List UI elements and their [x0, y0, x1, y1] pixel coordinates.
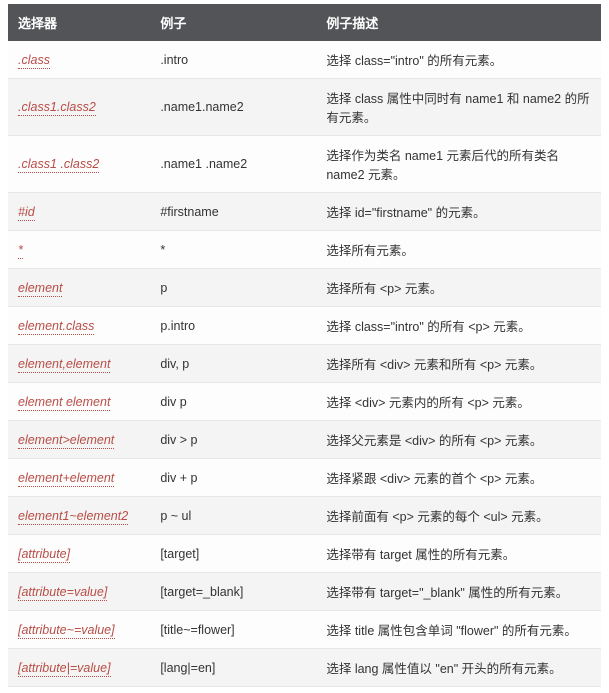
table-row: element.class p.intro选择 class="intro" 的所有… — [8, 307, 601, 345]
cell-example: .intro — [150, 41, 316, 79]
cell-description: 选择带有 target="_blank" 属性的所有元素。 — [316, 573, 601, 611]
selector-link[interactable]: [attribute~=value] — [18, 623, 115, 639]
cell-example: p — [150, 269, 316, 307]
selector-link[interactable]: element — [18, 281, 62, 297]
selector-link[interactable]: element.class — [18, 319, 94, 335]
table-row: [attribute~=value] [title~=flower]选择 titl… — [8, 611, 601, 649]
cell-selector: [attribute~=value] — [8, 611, 150, 649]
selector-link[interactable]: element>element — [18, 433, 114, 449]
cell-selector: [attribute] — [8, 535, 150, 573]
table-header: 选择器 例子 例子描述 — [8, 4, 601, 41]
cell-example: div > p — [150, 421, 316, 459]
cell-selector: element1~element2 — [8, 497, 150, 535]
cell-description: 选择 lang 属性值以 "en" 开头的所有元素。 — [316, 649, 601, 687]
cell-example: p ~ ul — [150, 497, 316, 535]
cell-description: 选择前面有 <p> 元素的每个 <ul> 元素。 — [316, 497, 601, 535]
cell-selector: [attribute=value] — [8, 573, 150, 611]
cell-selector: * — [8, 231, 150, 269]
cell-example: .name1 .name2 — [150, 136, 316, 193]
cell-description: 选择 class 属性中同时有 name1 和 name2 的所有元素。 — [316, 79, 601, 136]
selector-link[interactable]: [attribute|=value] — [18, 661, 111, 677]
selector-link[interactable]: [attribute=value] — [18, 585, 107, 601]
cell-description: 选择 <div> 元素内的所有 <p> 元素。 — [316, 383, 601, 421]
cell-example: [target] — [150, 535, 316, 573]
cell-example: [title~=flower] — [150, 611, 316, 649]
table-row: #id #firstname选择 id="firstname" 的元素。 — [8, 193, 601, 231]
table-row: .class .intro选择 class="intro" 的所有元素。 — [8, 41, 601, 79]
cell-description: 选择作为类名 name1 元素后代的所有类名 name2 元素。 — [316, 136, 601, 193]
css-selectors-table: 选择器 例子 例子描述 .class.intro选择 class="intro"… — [8, 4, 601, 687]
cell-description: 选择所有 <div> 元素和所有 <p> 元素。 — [316, 345, 601, 383]
table-row: element element div p选择 <div> 元素内的所有 <p> … — [8, 383, 601, 421]
cell-example: .name1.name2 — [150, 79, 316, 136]
cell-selector: element,element — [8, 345, 150, 383]
table-row: **选择所有元素。 — [8, 231, 601, 269]
selector-link[interactable]: element element — [18, 395, 110, 411]
selector-link[interactable]: [attribute] — [18, 547, 70, 563]
cell-description: 选择父元素是 <div> 的所有 <p> 元素。 — [316, 421, 601, 459]
selector-link[interactable]: .class — [18, 53, 50, 69]
cell-example: p.intro — [150, 307, 316, 345]
selector-link[interactable]: element,element — [18, 357, 110, 373]
cell-example: #firstname — [150, 193, 316, 231]
table-row: element+element div + p选择紧跟 <div> 元素的首个 <… — [8, 459, 601, 497]
selector-link[interactable]: .class1.class2 — [18, 100, 96, 116]
selector-link[interactable]: * — [18, 243, 23, 259]
cell-selector: .class — [8, 41, 150, 79]
selector-link[interactable]: element1~element2 — [18, 509, 128, 525]
cell-selector: element>element — [8, 421, 150, 459]
table-row: .class1 .class2 .name1 .name2选择作为类名 name1… — [8, 136, 601, 193]
cell-description: 选择所有 <p> 元素。 — [316, 269, 601, 307]
cell-selector: element.class — [8, 307, 150, 345]
table-row: [attribute=value] [target=_blank]选择带有 tar… — [8, 573, 601, 611]
cell-selector: .class1.class2 — [8, 79, 150, 136]
table-row: [attribute|=value] [lang|=en]选择 lang 属性值以… — [8, 649, 601, 687]
table-row: .class1.class2 .name1.name2选择 class 属性中同时… — [8, 79, 601, 136]
selector-link[interactable]: element+element — [18, 471, 114, 487]
header-example: 例子 — [150, 4, 316, 41]
table-row: element>element div > p选择父元素是 <div> 的所有 <… — [8, 421, 601, 459]
cell-description: 选择紧跟 <div> 元素的首个 <p> 元素。 — [316, 459, 601, 497]
cell-example: [lang|=en] — [150, 649, 316, 687]
cell-selector: element element — [8, 383, 150, 421]
cell-description: 选择 id="firstname" 的元素。 — [316, 193, 601, 231]
cell-selector: [attribute|=value] — [8, 649, 150, 687]
table-row: element p选择所有 <p> 元素。 — [8, 269, 601, 307]
selector-link[interactable]: .class1 .class2 — [18, 157, 99, 173]
cell-description: 选择 title 属性包含单词 "flower" 的所有元素。 — [316, 611, 601, 649]
cell-selector: element+element — [8, 459, 150, 497]
table-body: .class.intro选择 class="intro" 的所有元素。.clas… — [8, 41, 601, 687]
table-row: [attribute] [target]选择带有 target 属性的所有元素。 — [8, 535, 601, 573]
cell-example: div, p — [150, 345, 316, 383]
css-selectors-table-wrap: 选择器 例子 例子描述 .class.intro选择 class="intro"… — [0, 0, 609, 693]
table-row: element,element div, p选择所有 <div> 元素和所有 <p… — [8, 345, 601, 383]
header-description: 例子描述 — [316, 4, 601, 41]
cell-description: 选择所有元素。 — [316, 231, 601, 269]
cell-selector: element — [8, 269, 150, 307]
cell-description: 选择 class="intro" 的所有 <p> 元素。 — [316, 307, 601, 345]
table-row: element1~element2 p ~ ul选择前面有 <p> 元素的每个 <… — [8, 497, 601, 535]
cell-example: [target=_blank] — [150, 573, 316, 611]
header-selector: 选择器 — [8, 4, 150, 41]
cell-example: div + p — [150, 459, 316, 497]
selector-link[interactable]: #id — [18, 205, 35, 221]
cell-description: 选择 class="intro" 的所有元素。 — [316, 41, 601, 79]
cell-example: div p — [150, 383, 316, 421]
cell-description: 选择带有 target 属性的所有元素。 — [316, 535, 601, 573]
cell-example: * — [150, 231, 316, 269]
cell-selector: .class1 .class2 — [8, 136, 150, 193]
cell-selector: #id — [8, 193, 150, 231]
